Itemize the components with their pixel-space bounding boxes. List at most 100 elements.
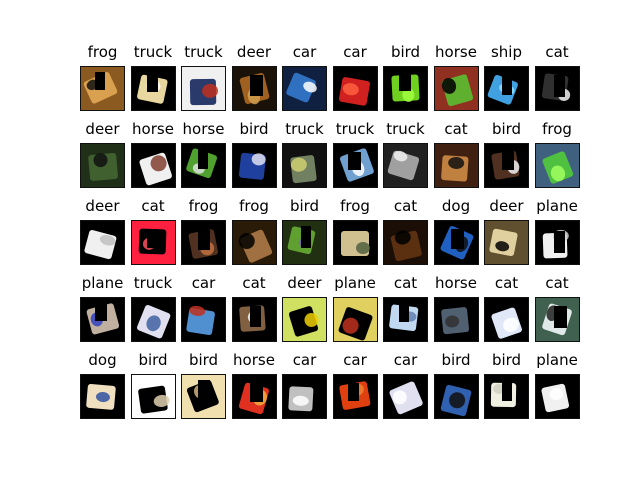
- image-thumbnail: [181, 143, 226, 188]
- image-label: cat: [393, 197, 418, 215]
- image-label: bird: [390, 43, 421, 61]
- image-thumbnail: [80, 66, 125, 111]
- image-thumbnail: [534, 297, 580, 342]
- image-thumbnail: [80, 220, 125, 265]
- image-label: bird: [441, 351, 471, 369]
- image-thumbnail: [231, 220, 277, 265]
- image-thumbnail: [80, 374, 125, 419]
- image-label: deer: [85, 197, 120, 215]
- image-thumbnail: [484, 143, 529, 188]
- image-label: car: [292, 351, 317, 369]
- image-thumbnail: [484, 220, 529, 265]
- image-thumbnail: [231, 66, 277, 111]
- image-thumbnail: [332, 297, 378, 342]
- image-label: bird: [239, 120, 269, 138]
- image-label: car: [393, 351, 418, 369]
- image-label: truck: [184, 43, 223, 61]
- image-thumbnail: [433, 220, 479, 265]
- image-label: frog: [87, 43, 118, 61]
- image-label: car: [343, 43, 367, 61]
- image-label: horse: [435, 43, 477, 61]
- image-label: truck: [285, 120, 324, 138]
- image-label: plane: [536, 197, 578, 215]
- image-label: frog: [542, 120, 572, 138]
- image-label: deer: [236, 43, 272, 61]
- image-label: deer: [85, 120, 120, 138]
- image-thumbnail: [181, 66, 226, 111]
- image-label: truck: [133, 43, 173, 61]
- image-thumbnail: [534, 374, 580, 419]
- image-label: cat: [494, 274, 519, 292]
- image-label: dog: [441, 197, 471, 215]
- image-label: truck: [386, 120, 425, 138]
- image-thumbnail: [383, 374, 428, 419]
- image-label: plane: [81, 274, 124, 292]
- image-label: cat: [141, 197, 165, 215]
- image-thumbnail: [332, 220, 378, 265]
- image-label: bird: [138, 351, 168, 369]
- image-thumbnail: [433, 66, 479, 111]
- image-label: frog: [340, 197, 370, 215]
- image-thumbnail: [130, 297, 176, 342]
- image-thumbnail: [231, 374, 277, 419]
- image-thumbnail: [282, 374, 327, 419]
- image-label: plane: [536, 351, 578, 369]
- image-thumbnail: [282, 297, 327, 342]
- image-label: bird: [491, 351, 522, 369]
- image-label: horse: [182, 120, 225, 138]
- image-thumbnail: [80, 297, 125, 342]
- image-thumbnail: [332, 66, 378, 111]
- image-thumbnail: [484, 374, 529, 419]
- image-thumbnail: [433, 143, 479, 188]
- image-label: horse: [435, 274, 477, 292]
- image-thumbnail: [534, 66, 580, 111]
- image-label: bird: [491, 120, 522, 138]
- image-label: cat: [444, 120, 468, 138]
- image-thumbnail: [383, 220, 428, 265]
- image-thumbnail: [130, 143, 176, 188]
- image-thumbnail: [484, 297, 529, 342]
- image-thumbnail: [433, 297, 479, 342]
- image-label: cat: [242, 274, 266, 292]
- image-thumbnail: [181, 374, 226, 419]
- image-thumbnail: [181, 220, 226, 265]
- image-thumbnail: [332, 143, 378, 188]
- image-thumbnail: [282, 220, 327, 265]
- image-thumbnail: [433, 374, 479, 419]
- image-thumbnail: [130, 220, 176, 265]
- image-label: car: [343, 351, 367, 369]
- image-thumbnail: [181, 297, 226, 342]
- image-label: frog: [188, 197, 219, 215]
- image-thumbnail: [383, 143, 428, 188]
- image-label: ship: [490, 43, 522, 61]
- image-label: frog: [239, 197, 269, 215]
- image-thumbnail: [80, 143, 125, 188]
- image-thumbnail: [130, 374, 176, 419]
- image-label: car: [292, 43, 317, 61]
- image-label: cat: [545, 274, 569, 292]
- image-thumbnail: [484, 66, 529, 111]
- image-thumbnail: [332, 374, 378, 419]
- image-label: car: [191, 274, 216, 292]
- image-label: bird: [289, 197, 320, 215]
- image-label: bird: [188, 351, 219, 369]
- image-thumbnail: [282, 143, 327, 188]
- image-label: deer: [287, 274, 322, 292]
- image-label: horse: [132, 120, 174, 138]
- image-thumbnail: [231, 143, 277, 188]
- image-label: deer: [489, 197, 524, 215]
- image-thumbnail: [383, 297, 428, 342]
- image-thumbnail: [534, 220, 580, 265]
- image-thumbnail: [282, 66, 327, 111]
- image-thumbnail: [231, 297, 277, 342]
- image-thumbnail: [534, 143, 580, 188]
- image-label: truck: [133, 274, 173, 292]
- image-label: cat: [393, 274, 418, 292]
- image-thumbnail: [130, 66, 176, 111]
- image-label: truck: [335, 120, 375, 138]
- image-label: dog: [88, 351, 117, 369]
- image-label: horse: [233, 351, 275, 369]
- image-label: cat: [545, 43, 569, 61]
- image-label: plane: [334, 274, 376, 292]
